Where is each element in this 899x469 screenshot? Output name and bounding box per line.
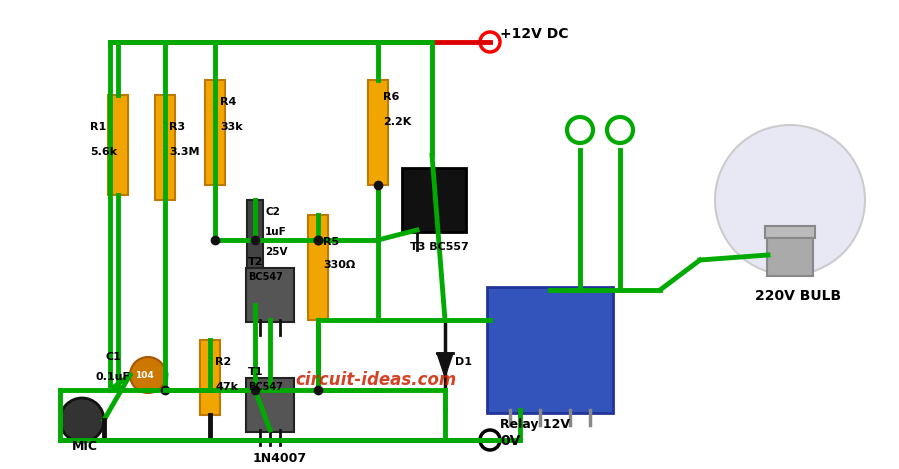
- Text: 33k: 33k: [220, 122, 243, 132]
- Text: 5.6k: 5.6k: [90, 147, 117, 157]
- Text: Relay 12V: Relay 12V: [500, 418, 570, 431]
- Text: C2: C2: [265, 207, 280, 217]
- FancyBboxPatch shape: [155, 95, 175, 200]
- FancyBboxPatch shape: [246, 268, 294, 322]
- Text: T1: T1: [248, 367, 263, 377]
- Text: circuit-ideas.com: circuit-ideas.com: [295, 371, 457, 389]
- FancyBboxPatch shape: [765, 226, 815, 238]
- Circle shape: [60, 398, 104, 442]
- Text: 220V BULB: 220V BULB: [755, 289, 841, 303]
- FancyBboxPatch shape: [246, 378, 294, 432]
- FancyBboxPatch shape: [247, 200, 263, 305]
- Text: BC547: BC547: [248, 272, 283, 282]
- Text: T2: T2: [248, 257, 263, 267]
- Text: 330Ω: 330Ω: [323, 260, 355, 270]
- Text: 1uF: 1uF: [265, 227, 287, 237]
- Text: 3.3M: 3.3M: [169, 147, 200, 157]
- Text: R2: R2: [215, 357, 231, 367]
- FancyBboxPatch shape: [368, 80, 388, 185]
- Text: +12V DC: +12V DC: [500, 27, 568, 41]
- Text: R5: R5: [323, 237, 339, 247]
- Text: 2.2K: 2.2K: [383, 117, 411, 127]
- Text: MIC: MIC: [72, 440, 98, 453]
- Text: 1N4007: 1N4007: [253, 452, 307, 465]
- Text: 104: 104: [135, 371, 154, 379]
- Text: 0.1uF: 0.1uF: [96, 372, 131, 382]
- Text: R1: R1: [90, 122, 106, 132]
- Text: C1: C1: [106, 352, 122, 362]
- FancyBboxPatch shape: [767, 234, 813, 276]
- Text: T3 BC557: T3 BC557: [410, 242, 468, 252]
- FancyBboxPatch shape: [205, 80, 225, 185]
- Circle shape: [715, 125, 865, 275]
- Text: 25V: 25V: [265, 247, 288, 257]
- Text: R6: R6: [383, 92, 399, 102]
- Text: BC547: BC547: [248, 382, 283, 392]
- Text: 0V: 0V: [500, 434, 521, 448]
- FancyBboxPatch shape: [308, 215, 328, 320]
- Text: R3: R3: [169, 122, 185, 132]
- Text: 47k: 47k: [215, 382, 238, 392]
- Text: D1: D1: [455, 357, 472, 367]
- Circle shape: [130, 357, 166, 393]
- FancyBboxPatch shape: [487, 287, 613, 413]
- Text: R4: R4: [220, 97, 236, 107]
- Polygon shape: [437, 353, 453, 377]
- FancyBboxPatch shape: [200, 340, 220, 415]
- FancyBboxPatch shape: [108, 95, 128, 195]
- FancyBboxPatch shape: [402, 168, 466, 232]
